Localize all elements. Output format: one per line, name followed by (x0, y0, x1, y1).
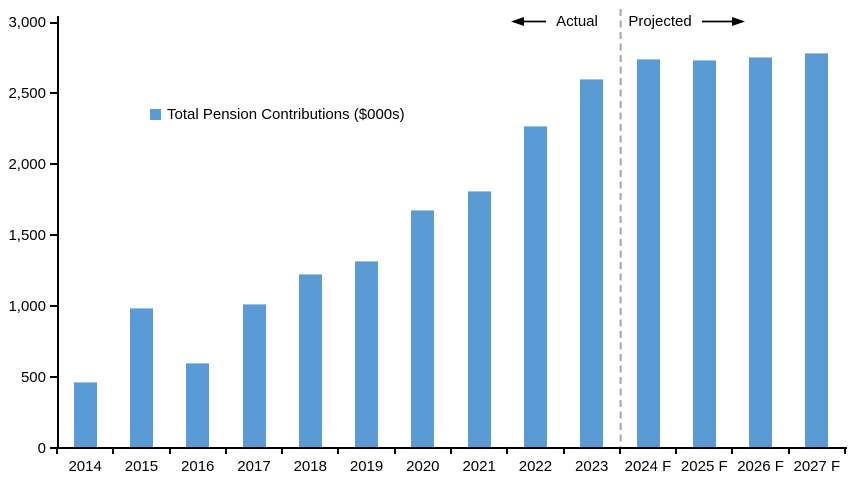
x-tick-label: 2022 (518, 458, 553, 475)
y-tick-label: 1,500 (8, 226, 46, 244)
actual-section-label: Actual (556, 13, 598, 30)
x-tick-label: 2016 (181, 458, 215, 475)
y-axis-line (57, 16, 59, 449)
y-tick (50, 163, 57, 166)
bar-2027-f (805, 52, 829, 447)
x-tick (281, 449, 284, 454)
x-tick-label: 2018 (293, 458, 327, 475)
x-tick-label: 2015 (124, 458, 159, 475)
y-tick (50, 92, 57, 95)
y-tick-label: 2,500 (8, 84, 46, 102)
y-tick (50, 376, 57, 379)
bar-2023 (580, 78, 604, 447)
bar-2024-f (636, 58, 660, 447)
bar-2014 (73, 382, 97, 447)
bar-2022 (523, 126, 547, 447)
x-tick (675, 449, 678, 454)
x-tick-label: 2025 F (680, 458, 728, 475)
x-tick-label: 2026 F (737, 458, 784, 475)
bar-2019 (355, 261, 379, 447)
bar-2017 (242, 304, 266, 447)
legend-swatch-icon (150, 109, 161, 120)
x-tick-label: 2020 (406, 458, 440, 475)
projected-section-label: Projected (628, 13, 692, 30)
bar-2020 (411, 209, 435, 447)
y-tick (50, 305, 57, 308)
x-tick (731, 449, 734, 454)
x-tick (562, 449, 565, 454)
x-tick (168, 449, 171, 454)
y-tick (50, 234, 57, 237)
bar-2025-f (692, 60, 716, 447)
x-tick-label: 2019 (349, 458, 384, 475)
legend: Total Pension Contributions ($000s) (150, 106, 405, 123)
x-tick (844, 449, 846, 454)
x-tick (506, 449, 509, 454)
y-tick-label: 1,000 (8, 297, 46, 315)
x-tick (112, 449, 115, 454)
legend-label: Total Pension Contributions ($000s) (167, 106, 405, 123)
x-tick (618, 449, 621, 454)
right-arrow-icon (702, 17, 745, 26)
y-tick-label: 0 (37, 439, 46, 457)
x-axis-line (57, 447, 847, 449)
x-tick (337, 449, 340, 454)
bar-2026-f (749, 56, 773, 447)
y-tick-label: 500 (20, 368, 46, 386)
y-tick (50, 21, 57, 24)
x-tick-label: 2027 F (793, 458, 841, 475)
bar-2016 (186, 362, 210, 447)
x-tick (787, 449, 790, 454)
x-tick (56, 449, 58, 454)
bar-2015 (129, 307, 153, 447)
x-tick-label: 2017 (237, 458, 271, 475)
x-tick-label: 2014 (68, 458, 102, 475)
x-tick (450, 449, 452, 454)
x-tick (393, 449, 396, 454)
y-tick-label: 2,000 (8, 155, 46, 173)
x-tick-label: 2023 (575, 458, 609, 475)
x-tick-label: 2024 F (624, 458, 672, 475)
y-tick (50, 447, 57, 449)
x-tick (224, 449, 227, 454)
left-arrow-icon (511, 17, 546, 26)
y-tick-label: 3,000 (8, 14, 46, 31)
bar-2018 (298, 274, 322, 447)
x-tick-label: 2021 (462, 458, 496, 475)
bar-2021 (467, 191, 491, 447)
